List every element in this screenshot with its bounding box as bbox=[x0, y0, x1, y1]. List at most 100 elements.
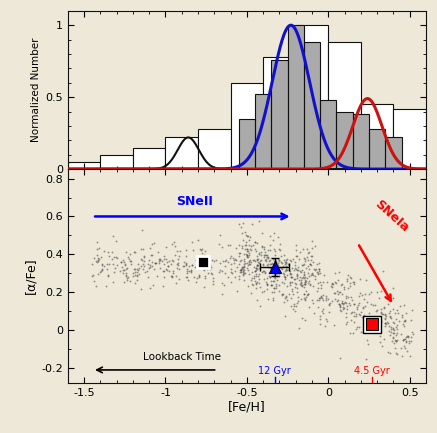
Point bbox=[307, 252, 314, 259]
Point bbox=[150, 266, 157, 273]
Point bbox=[141, 252, 148, 259]
Point bbox=[253, 279, 260, 286]
Point bbox=[293, 275, 300, 281]
Point bbox=[377, 321, 384, 328]
Point bbox=[236, 261, 243, 268]
Point bbox=[253, 265, 260, 272]
Point bbox=[253, 278, 260, 285]
Point bbox=[240, 260, 247, 267]
Point bbox=[315, 295, 322, 302]
Point bbox=[116, 268, 123, 275]
Point bbox=[271, 270, 278, 277]
Point bbox=[138, 245, 145, 252]
Point bbox=[275, 257, 282, 264]
Point bbox=[272, 259, 279, 266]
Point bbox=[147, 262, 154, 268]
Point bbox=[241, 258, 248, 265]
Bar bbox=[133, 148, 166, 169]
Point bbox=[95, 270, 102, 277]
Point bbox=[170, 268, 177, 275]
Text: 4.5 Gyr: 4.5 Gyr bbox=[354, 365, 390, 375]
Point bbox=[350, 308, 357, 315]
Point bbox=[172, 243, 179, 250]
Point bbox=[124, 277, 131, 284]
Point bbox=[377, 318, 384, 325]
Point bbox=[402, 317, 409, 324]
Point bbox=[300, 284, 307, 291]
Point bbox=[313, 268, 320, 275]
Point bbox=[392, 350, 399, 357]
Point bbox=[96, 244, 103, 251]
Point bbox=[309, 252, 316, 259]
Point bbox=[236, 221, 243, 228]
Bar bbox=[353, 114, 369, 169]
Point bbox=[264, 295, 271, 302]
Point bbox=[367, 289, 374, 296]
Point bbox=[282, 276, 289, 283]
Point bbox=[359, 291, 366, 298]
Point bbox=[262, 252, 269, 259]
Point bbox=[282, 273, 289, 280]
Point bbox=[301, 294, 308, 301]
Point bbox=[206, 252, 213, 259]
Point bbox=[143, 268, 150, 275]
Point bbox=[263, 280, 270, 287]
Point bbox=[160, 256, 167, 263]
Bar bbox=[320, 100, 336, 169]
Point bbox=[140, 258, 147, 265]
Point bbox=[111, 264, 118, 271]
Point bbox=[138, 256, 145, 263]
Point bbox=[239, 219, 246, 226]
Point bbox=[297, 268, 304, 275]
Point bbox=[236, 268, 243, 275]
Point bbox=[407, 317, 414, 323]
Point bbox=[298, 314, 305, 321]
Point bbox=[121, 262, 128, 268]
Point bbox=[252, 239, 259, 246]
Point bbox=[363, 317, 370, 324]
Point bbox=[163, 256, 170, 263]
Point bbox=[249, 281, 256, 288]
Point bbox=[247, 246, 254, 252]
Bar bbox=[336, 112, 353, 169]
Bar bbox=[361, 104, 393, 169]
Point bbox=[317, 294, 324, 301]
Point bbox=[259, 268, 266, 275]
Point bbox=[244, 253, 251, 260]
Point bbox=[93, 257, 100, 264]
Point bbox=[356, 292, 363, 299]
Point bbox=[329, 281, 336, 288]
Point bbox=[202, 265, 209, 271]
Point bbox=[149, 252, 156, 259]
Point bbox=[311, 309, 318, 316]
Point bbox=[263, 278, 270, 285]
Point bbox=[282, 267, 289, 274]
Point bbox=[373, 307, 380, 314]
Point bbox=[255, 218, 262, 225]
Point bbox=[173, 260, 180, 267]
Point bbox=[270, 260, 277, 267]
Point bbox=[268, 265, 275, 272]
Point bbox=[382, 320, 389, 326]
Point bbox=[194, 265, 201, 272]
Point bbox=[320, 278, 327, 285]
Point bbox=[173, 248, 180, 255]
Point bbox=[283, 263, 290, 270]
Point bbox=[264, 254, 271, 261]
Point bbox=[271, 247, 278, 254]
Point bbox=[384, 319, 391, 326]
Point bbox=[301, 297, 308, 304]
Point bbox=[352, 313, 359, 320]
Point bbox=[303, 246, 310, 252]
Point bbox=[230, 256, 237, 263]
Point bbox=[258, 257, 265, 264]
Point bbox=[296, 248, 303, 255]
Bar bbox=[288, 25, 304, 169]
Point bbox=[382, 315, 389, 322]
Point bbox=[245, 252, 252, 259]
Point bbox=[323, 317, 330, 324]
Point bbox=[311, 265, 318, 272]
Point bbox=[282, 259, 289, 265]
Point bbox=[94, 252, 101, 259]
Point bbox=[233, 288, 240, 294]
